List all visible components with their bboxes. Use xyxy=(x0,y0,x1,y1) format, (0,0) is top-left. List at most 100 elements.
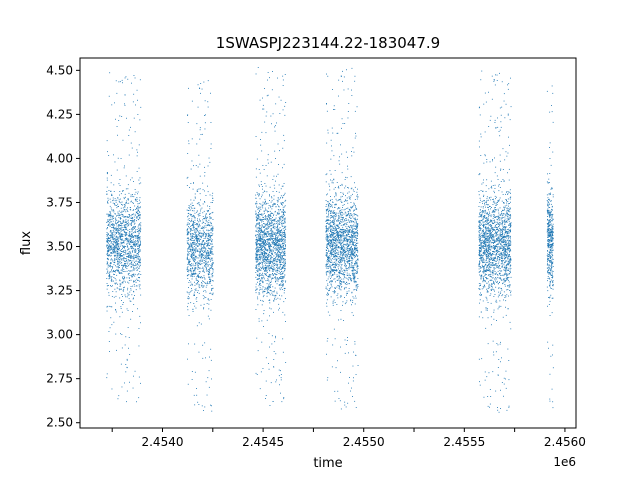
data-point xyxy=(138,237,140,239)
data-point xyxy=(129,270,131,272)
data-point xyxy=(198,263,200,264)
data-point xyxy=(106,179,108,181)
data-point xyxy=(113,232,115,234)
data-point xyxy=(212,294,214,296)
data-point xyxy=(135,254,137,256)
data-point xyxy=(132,311,133,312)
data-point xyxy=(257,193,258,195)
data-point xyxy=(271,213,273,214)
data-point xyxy=(210,252,212,253)
data-point xyxy=(128,265,130,266)
data-point xyxy=(259,219,261,221)
data-point xyxy=(258,244,260,245)
data-point xyxy=(274,341,276,343)
data-point xyxy=(139,284,141,286)
data-point xyxy=(283,255,285,256)
data-point xyxy=(190,228,192,230)
data-point xyxy=(115,240,116,242)
data-point xyxy=(276,212,278,214)
data-point xyxy=(202,271,204,273)
data-point xyxy=(190,203,192,205)
data-point xyxy=(265,380,267,382)
data-point xyxy=(206,263,208,265)
data-point xyxy=(265,132,267,134)
data-point xyxy=(191,216,193,218)
data-point xyxy=(189,248,191,250)
data-point xyxy=(186,231,188,233)
data-point xyxy=(131,276,133,278)
data-point xyxy=(280,232,282,234)
data-point xyxy=(275,278,277,280)
data-point xyxy=(281,401,283,403)
data-point xyxy=(191,218,193,220)
data-point xyxy=(261,252,263,254)
data-point xyxy=(266,262,268,264)
data-point xyxy=(282,338,284,340)
data-point xyxy=(274,203,276,204)
data-point xyxy=(134,215,136,217)
data-point xyxy=(282,225,284,227)
data-point xyxy=(193,207,195,209)
data-point xyxy=(259,246,261,248)
data-point xyxy=(272,261,274,263)
data-point xyxy=(191,202,193,204)
data-point xyxy=(278,164,279,165)
data-point xyxy=(132,247,133,249)
data-point xyxy=(279,249,281,250)
data-point xyxy=(123,275,125,277)
data-point xyxy=(186,223,188,225)
data-point xyxy=(330,267,332,269)
data-point xyxy=(125,246,126,247)
data-point xyxy=(138,250,140,252)
data-point xyxy=(281,284,283,286)
data-point xyxy=(187,213,189,214)
data-point xyxy=(211,235,212,237)
data-point xyxy=(203,243,205,245)
data-point xyxy=(278,191,280,193)
data-point xyxy=(259,256,260,258)
data-point xyxy=(260,257,262,258)
data-point xyxy=(260,229,262,230)
data-point xyxy=(114,258,116,260)
data-point xyxy=(268,234,269,236)
data-point xyxy=(125,222,127,223)
data-point xyxy=(205,255,207,256)
data-point xyxy=(108,245,110,247)
data-point xyxy=(209,276,211,278)
data-point xyxy=(266,234,268,236)
data-point xyxy=(208,299,210,301)
data-point xyxy=(211,280,213,281)
data-point xyxy=(113,247,115,248)
data-point xyxy=(278,230,280,232)
data-point xyxy=(189,269,191,271)
data-point xyxy=(119,217,121,218)
data-point xyxy=(331,269,333,271)
data-point xyxy=(110,236,112,238)
data-point xyxy=(266,267,268,268)
data-point xyxy=(198,243,200,245)
data-point xyxy=(135,255,137,257)
data-point xyxy=(282,238,284,240)
data-point xyxy=(197,235,198,237)
data-point xyxy=(255,217,257,219)
data-point xyxy=(277,278,278,280)
data-point xyxy=(123,280,125,282)
data-point xyxy=(127,240,129,242)
data-point xyxy=(283,250,285,252)
data-point xyxy=(285,362,287,363)
data-point xyxy=(106,250,108,252)
data-point xyxy=(119,280,121,282)
data-point xyxy=(139,250,141,252)
data-point xyxy=(137,254,139,256)
data-point xyxy=(257,227,259,228)
data-point xyxy=(268,280,270,282)
data-point xyxy=(270,262,271,264)
data-point xyxy=(112,215,114,217)
data-point xyxy=(269,239,271,241)
data-point xyxy=(344,243,346,245)
data-point xyxy=(127,220,129,222)
data-point xyxy=(261,253,263,255)
data-point xyxy=(194,259,196,261)
data-point xyxy=(203,275,205,277)
data-point xyxy=(353,218,355,220)
